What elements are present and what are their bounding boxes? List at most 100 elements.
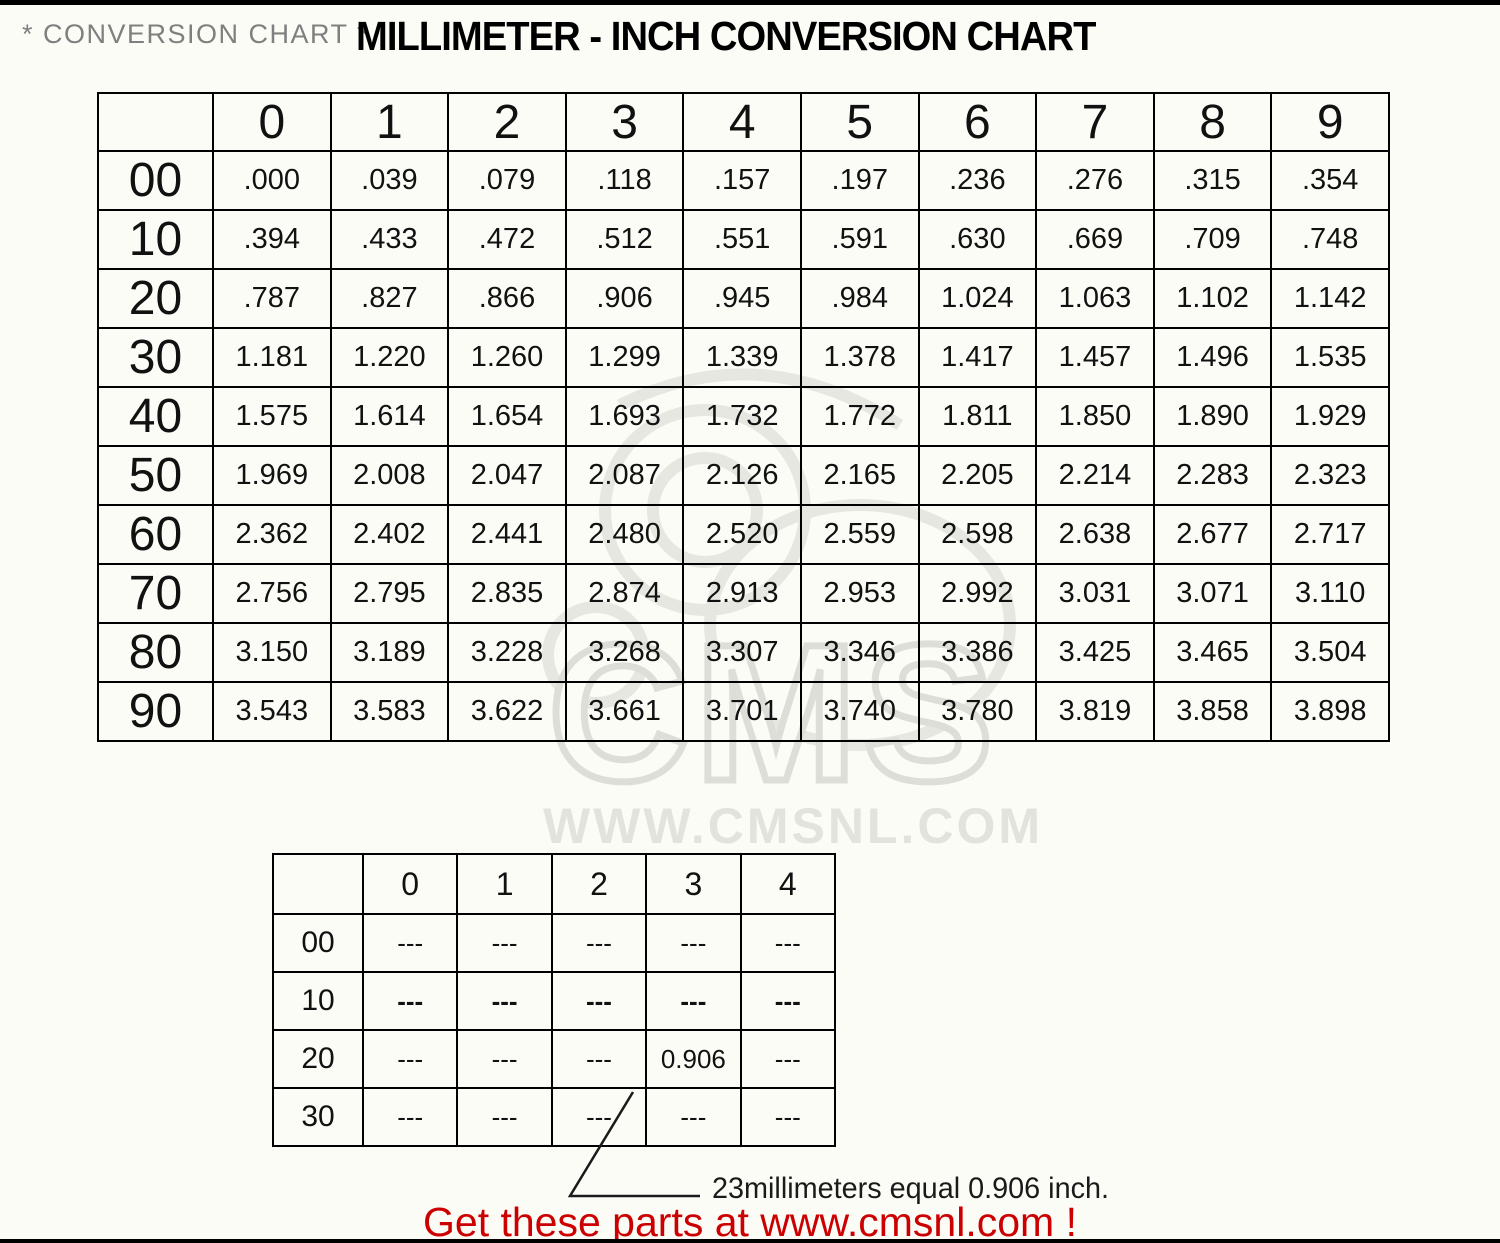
cell: 1.614 <box>329 386 450 447</box>
cell: --- <box>645 1087 742 1147</box>
cell: 2.677 <box>1152 504 1273 565</box>
cell: .079 <box>447 150 567 211</box>
row-header: 10 <box>272 971 364 1031</box>
table-row: 30 1.181 1.220 1.260 1.299 1.339 1.378 1.417 1.4… <box>97 327 1390 388</box>
col-header: 8 <box>1152 92 1273 152</box>
header-note: * CONVERSION CHART * <box>22 19 370 49</box>
table-row: 10.394.433.472.512.551.591.630.669.709.7… <box>97 209 1390 270</box>
col-header: 1 <box>456 853 553 915</box>
col-header: 0 <box>212 92 332 152</box>
cell: .827 <box>329 268 450 329</box>
row-header: 00 <box>272 913 364 973</box>
cell: .197 <box>799 150 920 211</box>
footer-note: Get these parts at www.cmsnl.com ! <box>423 1199 1077 1243</box>
cell: 3.189 <box>329 622 450 683</box>
cell: 3.504 <box>1270 622 1390 683</box>
cell: 2.520 <box>682 504 802 565</box>
watermark-url: WWW.CMSNL.COM <box>543 798 1044 854</box>
cell: 1.535 <box>1270 327 1390 388</box>
cell: 1.890 <box>1152 386 1273 447</box>
example-lookup-table: 0 1 2 3 4 00 --- --- --- --- --- 10 --- --- --- --- --- 2… <box>272 853 837 1147</box>
cell: 1.220 <box>329 327 450 388</box>
cell: 2.480 <box>564 504 685 565</box>
cell: .709 <box>1152 209 1273 270</box>
cell: --- <box>361 1029 459 1089</box>
cell: 3.150 <box>212 622 332 683</box>
cell: 3.740 <box>799 681 920 742</box>
corner-cell <box>272 853 364 915</box>
cell: 1.496 <box>1152 327 1273 388</box>
cell: 3.858 <box>1152 681 1273 742</box>
cell: --- <box>361 971 459 1031</box>
cell: 1.772 <box>799 386 920 447</box>
cell: .866 <box>447 268 567 329</box>
col-header: 6 <box>917 92 1038 152</box>
cell: 3.583 <box>329 681 450 742</box>
cell: 1.654 <box>447 386 567 447</box>
cell: 2.165 <box>799 445 920 506</box>
cell: 1.732 <box>682 386 802 447</box>
cell: .787 <box>212 268 332 329</box>
cell: --- <box>645 971 742 1031</box>
cell: .630 <box>917 209 1038 270</box>
table-row: 10 --- --- --- --- --- <box>272 971 837 1031</box>
cell: --- <box>361 1087 459 1147</box>
cell: --- <box>739 1029 837 1089</box>
cell: 2.953 <box>799 563 920 624</box>
cell: 1.693 <box>564 386 685 447</box>
table-row: 50 1.969 2.008 2.047 2.087 2.126 2.165 2.205 2.2… <box>97 445 1390 506</box>
cell: 1.850 <box>1035 386 1155 447</box>
cell: 3.622 <box>447 681 567 742</box>
col-header: 5 <box>799 92 920 152</box>
row-header: 20 <box>272 1029 364 1089</box>
cell: 1.299 <box>564 327 685 388</box>
cell: .591 <box>799 209 920 270</box>
cell: 2.598 <box>917 504 1038 565</box>
cell: 1.339 <box>682 327 802 388</box>
col-header: 7 <box>1035 92 1155 152</box>
cell: .276 <box>1035 150 1155 211</box>
col-header: 3 <box>645 853 742 915</box>
cell: --- <box>550 971 648 1031</box>
cell: .984 <box>799 268 920 329</box>
cell: 2.835 <box>447 563 567 624</box>
cell: --- <box>456 913 553 973</box>
cell: --- <box>550 1087 648 1147</box>
cell: .315 <box>1152 150 1273 211</box>
cell: 1.063 <box>1035 268 1155 329</box>
cell: .669 <box>1035 209 1155 270</box>
cell: 3.071 <box>1152 563 1273 624</box>
cell: 1.457 <box>1035 327 1155 388</box>
cell: 3.425 <box>1035 622 1155 683</box>
cell: --- <box>550 1029 648 1089</box>
cell: 3.031 <box>1035 563 1155 624</box>
row-header: 30 <box>272 1087 364 1147</box>
cell: 0.906 <box>645 1029 742 1089</box>
cell: 3.268 <box>564 622 685 683</box>
row-header: 50 <box>97 445 214 506</box>
annotation-label: 23millimeters equal 0.906 inch. <box>712 1172 1110 1205</box>
cell: 1.102 <box>1152 268 1273 329</box>
row-header: 30 <box>97 327 214 388</box>
corner-cell <box>97 92 214 152</box>
cell: 3.346 <box>799 622 920 683</box>
cell: .039 <box>329 150 450 211</box>
cell: 1.811 <box>917 386 1038 447</box>
mm-inch-conversion-table: 0 1 2 3 4 5 6 7 8 9 00.000.039.079.118.157.197.236… <box>97 92 1390 742</box>
cell: --- <box>739 971 837 1031</box>
cell: .551 <box>682 209 802 270</box>
cell: 2.205 <box>917 445 1038 506</box>
cell: 2.402 <box>329 504 450 565</box>
cell: 2.913 <box>682 563 802 624</box>
col-header: 4 <box>739 853 837 915</box>
cell: 1.929 <box>1270 386 1390 447</box>
table-row: 00 --- --- --- --- --- <box>272 913 837 973</box>
cell: 2.795 <box>329 563 450 624</box>
table-row: 70 2.756 2.795 2.835 2.874 2.913 2.953 2.992 3.0… <box>97 563 1390 624</box>
table-row: 20 --- --- --- 0.906 --- <box>272 1029 837 1089</box>
cell: 2.638 <box>1035 504 1155 565</box>
col-header: 3 <box>564 92 685 152</box>
col-header: 4 <box>682 92 802 152</box>
cell: --- <box>361 913 459 973</box>
